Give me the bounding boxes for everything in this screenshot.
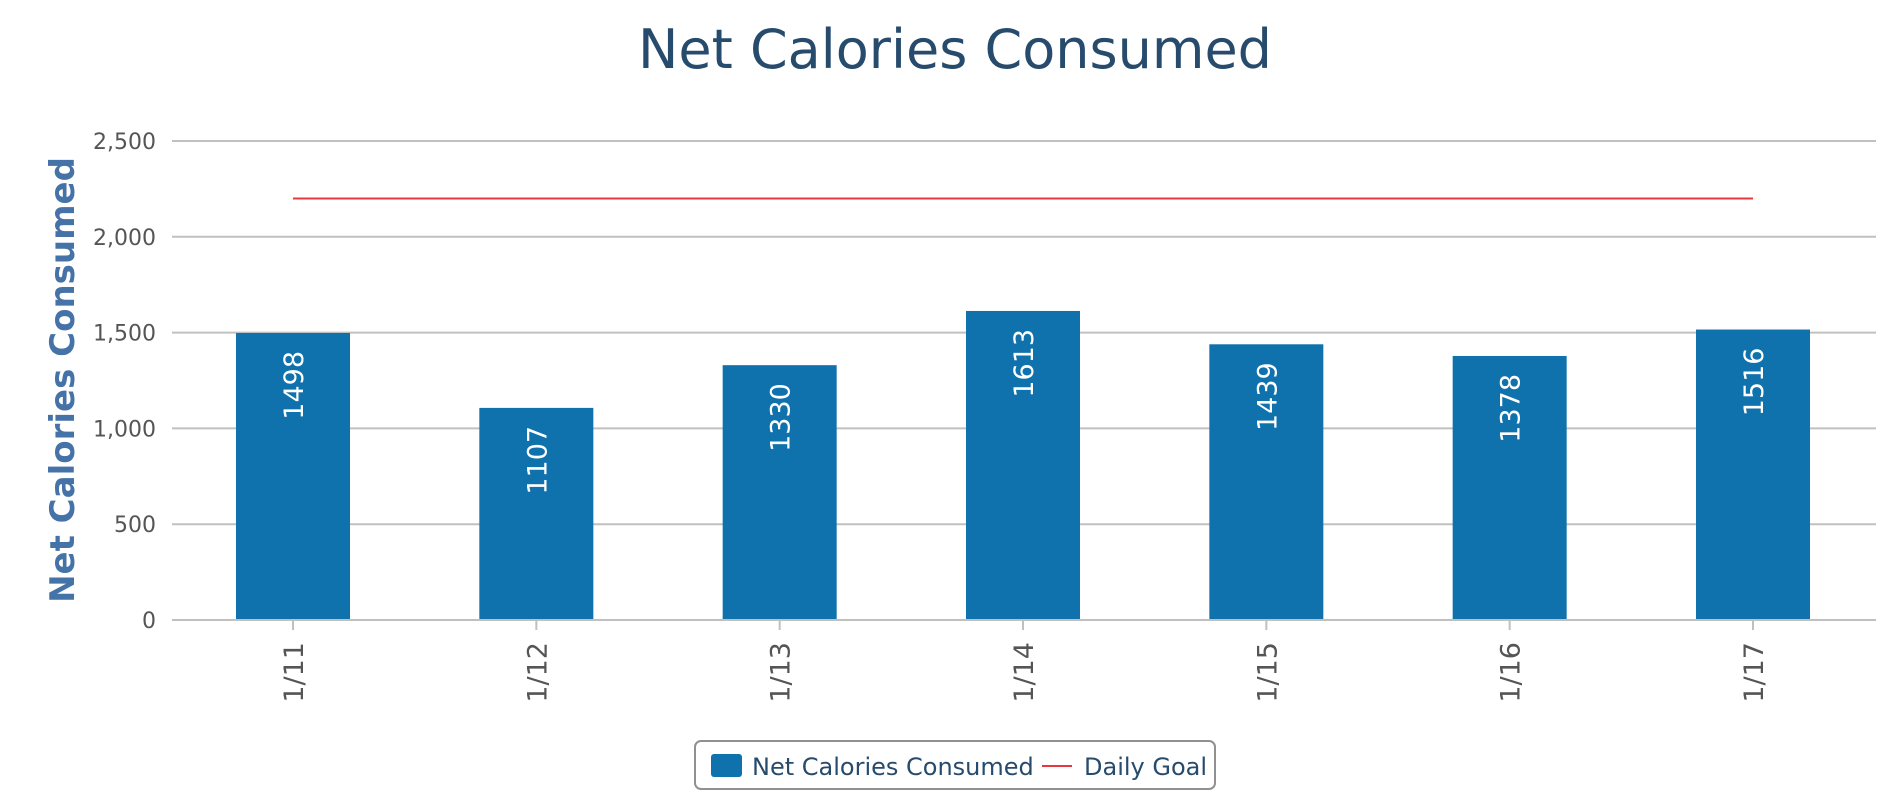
y-tick-label: 0 [142, 609, 156, 634]
bar-1-11[interactable] [236, 332, 350, 620]
bar-1-15[interactable] [1209, 344, 1324, 620]
y-tick-label: 500 [114, 513, 156, 538]
legend-label-net-calories: Net Calories Consumed [752, 753, 1034, 781]
bar-data-label: 1439 [1252, 362, 1283, 431]
y-axis-title: Net Calories Consumed [43, 157, 83, 603]
bar-data-label: 1378 [1496, 374, 1527, 443]
bar-1-13[interactable] [722, 365, 837, 620]
legend: Net Calories Consumed Daily Goal [694, 740, 1216, 790]
x-tick-label: 1/14 [1009, 642, 1040, 703]
legend-bar-swatch [711, 754, 742, 777]
x-tick-label: 1/13 [766, 642, 797, 703]
bar-1-17[interactable] [1696, 329, 1810, 620]
legend-item-daily-goal[interactable]: Daily Goal [1042, 753, 1207, 781]
x-tick-label: 1/16 [1496, 642, 1527, 703]
bar-1-16[interactable] [1452, 355, 1567, 620]
y-tick-label: 1,500 [93, 322, 156, 347]
bar-1-14[interactable] [966, 310, 1080, 620]
x-tick-label: 1/17 [1739, 642, 1770, 703]
bar-series [236, 310, 1810, 620]
x-axis: 1/11 1/12 1/13 1/14 1/15 1/16 1/17 [172, 619, 1876, 703]
bar-data-label: 1107 [522, 426, 553, 495]
x-tick-label: 1/15 [1252, 642, 1283, 703]
x-tick-label: 1/11 [279, 642, 310, 703]
y-tick-label: 2,000 [93, 226, 156, 251]
legend-item-net-calories[interactable]: Net Calories Consumed [711, 753, 1034, 781]
bar-data-label: 1330 [766, 383, 797, 452]
legend-label-daily-goal: Daily Goal [1084, 753, 1207, 781]
bar-data-label: 1613 [1009, 329, 1040, 398]
bar-data-label: 1516 [1739, 348, 1770, 417]
legend-box [694, 740, 1216, 790]
y-axis-ticks: 0 500 1,000 1,500 2,000 2,500 [93, 130, 156, 634]
bar-1-12[interactable] [479, 407, 594, 620]
bar-data-label: 1498 [279, 351, 310, 420]
x-tick-label: 1/12 [522, 642, 553, 703]
chart-title: Net Calories Consumed [638, 18, 1272, 81]
y-tick-label: 2,500 [93, 130, 156, 155]
bar-data-labels: 1498 1107 1330 1613 1439 1378 1516 [279, 329, 1770, 495]
y-tick-label: 1,000 [93, 417, 156, 442]
